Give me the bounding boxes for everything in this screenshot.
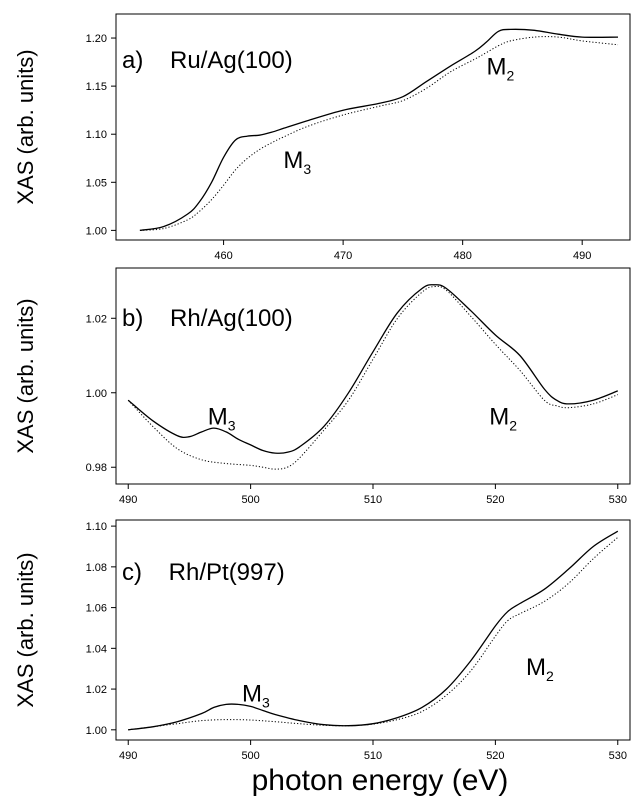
series-line-dotted [127,285,618,470]
panel-title: a) Ru/Ag(100) [122,47,293,74]
panel-b: 490 500 510 520 530 0.98 1.00 1.02 XAS (arb. uni… [13,267,631,506]
panel-a: 460 470 480 490 1.00 1.05 1.10 1.15 1.20 XAS (arb… [13,13,631,262]
edge-annotation: M2 [489,403,517,433]
edge-annotation: M2 [487,54,515,84]
y-tick-label: 1.10 [86,521,107,533]
y-tick-label: 1.02 [86,313,107,325]
y-tick-label: 1.05 [86,177,107,189]
panel-title: b) Rh/Ag(100) [122,305,293,332]
y-tick-label: 1.04 [86,643,107,655]
y-tick-label: 1.20 [86,33,107,45]
plot-frame [115,13,631,241]
x-tick-label: 510 [364,494,382,506]
x-tick-label: 530 [609,494,627,506]
y-tick-label: 1.02 [86,684,107,696]
x-tick-label: 490 [119,750,137,762]
edge-annotation: M3 [242,680,270,710]
y-tick-label: 1.00 [86,725,107,737]
x-tick-label: 500 [241,750,259,762]
y-tick-label: 1.00 [86,388,107,400]
y-axis-label: XAS (arb. units) [13,552,38,707]
edge-annotation: M3 [283,147,311,177]
x-tick-label: 510 [364,750,382,762]
x-tick-label: 480 [453,250,471,262]
plot-frame [115,519,631,741]
y-tick-label: 1.06 [86,603,107,615]
y-tick-label: 1.00 [86,225,107,237]
x-tick-label: 520 [486,750,504,762]
x-tick-label: 500 [241,494,259,506]
y-axis-label: XAS (arb. units) [13,298,38,453]
series-line-dotted [139,36,619,231]
y-axis-label: XAS (arb. units) [13,49,38,204]
x-tick-label: 520 [486,494,504,506]
x-tick-label: 530 [609,750,627,762]
panel-title: c) Rh/Pt(997) [122,559,285,586]
plot-frame [115,267,631,485]
y-tick-label: 1.15 [86,81,107,93]
y-tick-label: 1.10 [86,129,107,141]
y-tick-label: 1.08 [86,562,107,574]
y-tick-label: 0.98 [86,462,107,474]
series-line-solid [139,28,619,232]
x-tick-label: 490 [573,250,591,262]
edge-annotation: M2 [526,654,554,684]
panel-c: 490 500 510 520 530 1.00 1.02 1.04 1.06 1.08 1.10 X… [13,519,631,762]
x-tick-label: 460 [214,250,232,262]
x-axis-label: photon energy (eV) [252,764,509,797]
x-tick-label: 490 [119,494,137,506]
edge-annotation: M3 [208,403,236,433]
x-tick-label: 470 [334,250,352,262]
series-line-solid [127,284,619,454]
